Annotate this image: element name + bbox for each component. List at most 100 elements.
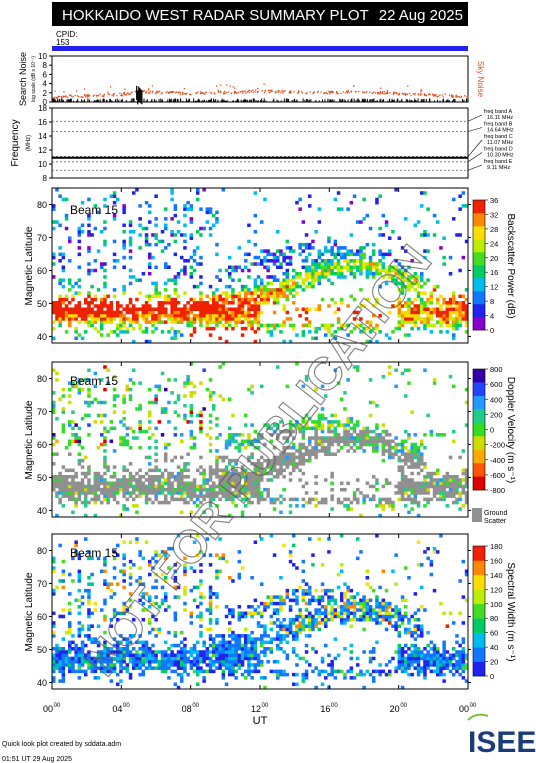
search-noise-bar	[417, 98, 419, 102]
power-cell	[400, 284, 405, 289]
power-cell	[420, 297, 424, 302]
power-cell	[186, 207, 190, 211]
width-cell	[148, 650, 152, 654]
power-cell	[148, 262, 152, 266]
power-cell	[160, 330, 165, 334]
velocity-cell	[77, 458, 82, 463]
sky-noise-point	[202, 92, 205, 94]
velocity-cell	[138, 478, 142, 482]
power-cell	[378, 249, 382, 253]
velocity-cell	[400, 452, 405, 456]
velocity-cell	[400, 475, 405, 479]
velocity-cell	[269, 426, 274, 431]
velocity-cell	[388, 481, 392, 486]
power-cell	[106, 307, 110, 312]
velocity-cell	[458, 491, 462, 495]
velocity-cell	[260, 455, 264, 460]
search-noise-bar	[235, 100, 237, 102]
velocity-cell	[410, 462, 414, 466]
velocity-cell	[64, 491, 69, 495]
power-cell	[170, 307, 174, 312]
width-cell	[228, 650, 232, 654]
power-cell	[196, 191, 200, 195]
sky-noise-point	[76, 90, 78, 92]
velocity-cell	[55, 494, 59, 498]
velocity-cell	[407, 449, 411, 453]
velocity-cell	[292, 458, 296, 463]
width-cell	[269, 637, 274, 641]
power-cell	[397, 320, 402, 324]
velocity-cell	[343, 497, 347, 502]
search-noise-bar	[436, 99, 438, 102]
power-cell	[176, 313, 181, 318]
velocity-cell	[148, 462, 152, 466]
width-cell	[212, 643, 216, 648]
sky-noise-point	[93, 94, 95, 96]
power-cell	[244, 265, 248, 270]
velocity-cell	[212, 491, 216, 495]
sky-noise-point	[365, 91, 368, 93]
width-cell	[61, 666, 66, 670]
power-cell	[87, 246, 91, 250]
velocity-cell	[80, 458, 85, 463]
power-cell	[461, 313, 466, 318]
search-noise-bar	[67, 99, 69, 102]
width-cell	[240, 634, 245, 638]
width-cell	[260, 663, 264, 667]
velocity-cell	[436, 481, 440, 486]
velocity-cell	[458, 478, 462, 482]
width-cell	[205, 627, 210, 632]
velocity-cell	[269, 500, 274, 505]
power-cell	[205, 210, 210, 215]
velocity-cell	[432, 484, 437, 489]
velocity-cell	[87, 368, 91, 372]
power-cell	[397, 326, 402, 331]
velocity-cell	[391, 439, 395, 444]
power-cell	[413, 307, 418, 312]
velocity-cell	[128, 387, 133, 392]
power-cell	[263, 255, 267, 260]
width-cell	[58, 647, 62, 651]
power-cell	[464, 320, 469, 324]
width-cell	[231, 672, 235, 677]
search-noise-bar	[173, 99, 175, 102]
velocity-cell	[292, 462, 296, 466]
width-cell	[256, 605, 261, 609]
velocity-cell	[80, 445, 85, 450]
width-cell	[160, 669, 165, 674]
search-noise-bar	[439, 100, 441, 102]
power-cell	[61, 307, 66, 312]
velocity-cell	[400, 439, 405, 444]
search-noise-bar	[206, 100, 208, 102]
width-cell	[170, 650, 174, 654]
velocity-cell	[276, 423, 280, 427]
width-cell	[218, 650, 222, 654]
sky-noise-point	[257, 87, 259, 90]
power-cell	[132, 326, 136, 331]
width-cell	[221, 659, 226, 664]
power-cell	[164, 288, 168, 292]
width-cell	[87, 653, 91, 658]
velocity-cell	[138, 445, 142, 450]
power-cell	[378, 233, 382, 237]
velocity-cell	[138, 487, 142, 492]
power-cell	[234, 268, 238, 273]
velocity-cell	[196, 468, 200, 473]
velocity-cell	[122, 507, 126, 511]
power-cell	[388, 271, 392, 276]
power-cell	[93, 297, 98, 302]
velocity-cell	[394, 368, 398, 372]
power-cell	[112, 313, 117, 318]
power-cell	[272, 297, 277, 302]
power-cell	[189, 233, 194, 237]
search-noise-bar	[237, 100, 239, 102]
velocity-cell	[138, 494, 142, 498]
sky-noise-point	[65, 95, 67, 97]
power-cell	[404, 301, 408, 305]
sky-noise-point	[219, 90, 222, 93]
velocity-cell	[128, 471, 133, 476]
power-colorbar-segment	[473, 239, 485, 253]
velocity-colorbar-tick: -200	[490, 441, 505, 450]
velocity-cell	[445, 471, 450, 476]
power-cell	[173, 278, 178, 282]
